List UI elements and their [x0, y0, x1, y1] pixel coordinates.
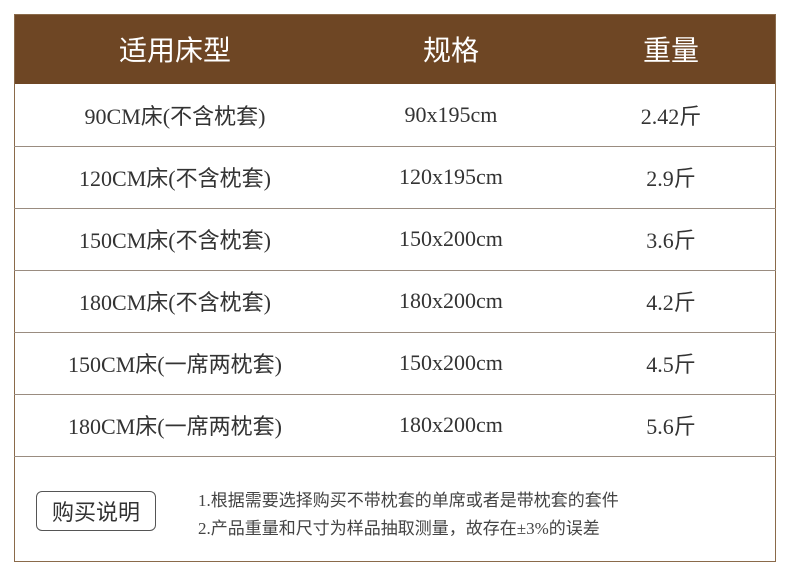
table-cell: 180x200cm [399, 412, 503, 437]
table-cell: 3.6斤 [646, 228, 696, 253]
note-item: 2.产品重量和尺寸为样品抽取测量，故存在±3%的误差 [198, 519, 600, 538]
table-cell: 180x200cm [399, 288, 503, 313]
row-divider [14, 270, 776, 271]
header-bar [14, 14, 776, 84]
table-cell: 90x195cm [404, 102, 498, 127]
row-divider [14, 208, 776, 209]
table-cell: 2.9斤 [646, 166, 696, 191]
table-frame [14, 14, 776, 562]
table-cell: 150CM床(一席两枕套) [68, 352, 282, 377]
table-cell: 2.42斤 [640, 104, 702, 129]
row-divider [14, 146, 776, 147]
table-cell: 180CM床(一席两枕套) [68, 414, 282, 439]
table-cell: 90CM床(不含枕套) [84, 104, 266, 129]
table-cell: 120x195cm [399, 164, 503, 189]
table-cell: 150CM床(不含枕套) [79, 228, 271, 253]
table-cell: 180CM床(不含枕套) [79, 290, 271, 315]
notes-label: 购买说明 [36, 491, 156, 531]
header-cell: 规格 [422, 34, 479, 67]
table-cell: 150x200cm [399, 226, 503, 251]
table-cell: 4.2斤 [646, 290, 696, 315]
table-cell: 120CM床(不含枕套) [79, 166, 271, 191]
table-cell: 150x200cm [399, 350, 503, 375]
row-divider [14, 456, 776, 457]
table-cell: 4.5斤 [646, 352, 696, 377]
row-divider [14, 332, 776, 333]
row-divider [14, 394, 776, 395]
header-cell: 适用床型 [118, 34, 231, 67]
note-item: 1.根据需要选择购买不带枕套的单席或者是带枕套的套件 [198, 491, 619, 510]
header-cell: 重量 [642, 34, 699, 67]
table-cell: 5.6斤 [646, 414, 696, 439]
